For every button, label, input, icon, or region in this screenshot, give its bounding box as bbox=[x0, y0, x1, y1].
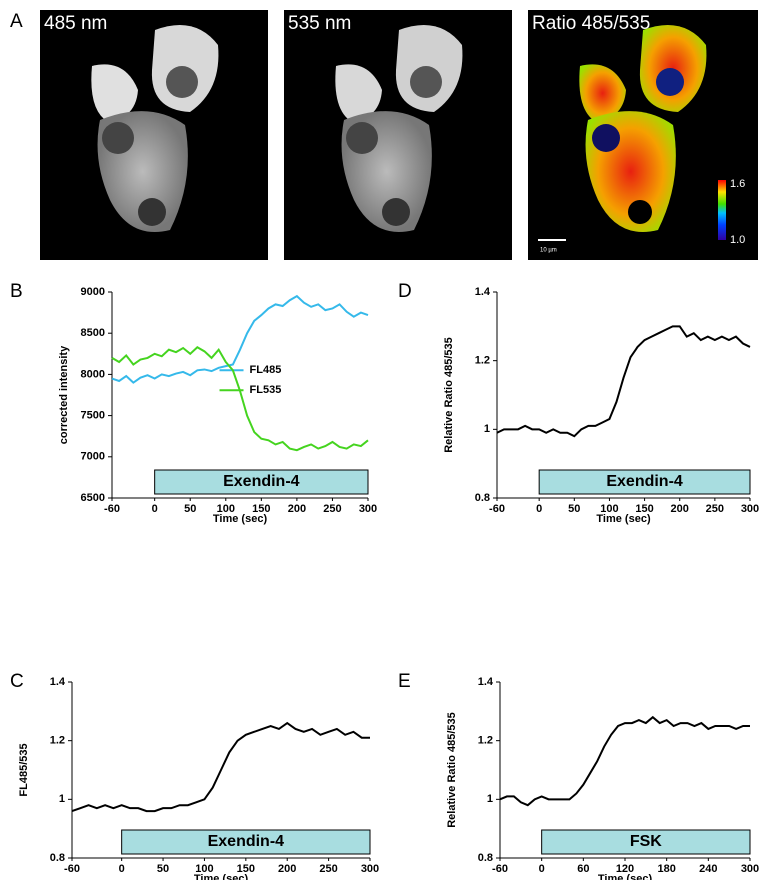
y-tick-label: 6500 bbox=[81, 492, 105, 504]
y-tick-label: 1.2 bbox=[50, 735, 65, 747]
x-axis-label: Time (sec) bbox=[596, 513, 651, 525]
x-tick-label: 180 bbox=[657, 863, 675, 875]
x-tick-label: 100 bbox=[195, 863, 213, 875]
stimulus-bar bbox=[154, 469, 369, 495]
y-tick-label: 0.8 bbox=[475, 492, 490, 504]
series-line bbox=[111, 294, 369, 384]
stimulus-bar bbox=[541, 829, 751, 855]
x-tick-label: 200 bbox=[288, 503, 306, 515]
x-tick-label: -60 bbox=[104, 503, 120, 515]
colorbar-min: 1.0 bbox=[730, 234, 745, 246]
stimulus-bar bbox=[538, 469, 751, 495]
x-tick-label: 0 bbox=[539, 863, 545, 875]
x-tick-label: 150 bbox=[252, 503, 270, 515]
series-line bbox=[71, 721, 370, 813]
y-tick-label: 8000 bbox=[81, 368, 105, 380]
y-tick-label: 1.4 bbox=[478, 676, 494, 688]
x-tick-label: 250 bbox=[706, 503, 724, 515]
x-tick-label: 250 bbox=[323, 503, 341, 515]
x-axis-label: Time (sec) bbox=[194, 873, 249, 880]
x-tick-label: 300 bbox=[361, 863, 379, 875]
y-tick-label: 0.8 bbox=[50, 852, 65, 864]
y-tick-label: 8500 bbox=[81, 327, 105, 339]
x-tick-label: 300 bbox=[741, 863, 759, 875]
x-tick-label: -60 bbox=[64, 863, 80, 875]
x-tick-label: 0 bbox=[119, 863, 125, 875]
legend-label: FL485 bbox=[250, 364, 282, 376]
x-tick-label: 300 bbox=[359, 503, 377, 515]
series-line bbox=[111, 345, 369, 452]
x-tick-label: 120 bbox=[616, 863, 634, 875]
stimulus-label: Exendin-4 bbox=[208, 833, 285, 850]
x-tick-label: 50 bbox=[184, 503, 196, 515]
y-tick-label: 7000 bbox=[81, 451, 105, 463]
y-tick-label: 1.2 bbox=[478, 735, 493, 747]
x-tick-label: 200 bbox=[671, 503, 689, 515]
y-tick-label: 9000 bbox=[81, 286, 105, 298]
y-axis-label: Relative Ratio 485/535 bbox=[443, 337, 455, 453]
y-tick-label: 0.8 bbox=[478, 852, 493, 864]
x-tick-label: 50 bbox=[568, 503, 580, 515]
image-title: 535 nm bbox=[288, 13, 351, 34]
stimulus-bar bbox=[121, 829, 371, 855]
x-tick-label: 250 bbox=[319, 863, 337, 875]
y-tick-label: 1 bbox=[484, 423, 490, 435]
image-title: Ratio 485/535 bbox=[532, 13, 650, 34]
x-tick-label: -60 bbox=[489, 503, 505, 515]
x-tick-label: 300 bbox=[741, 503, 759, 515]
panel-label: B bbox=[10, 281, 23, 302]
panel-label: A bbox=[10, 11, 23, 32]
y-axis-label: Relative Ratio 485/535 bbox=[446, 712, 458, 828]
y-tick-label: 1 bbox=[59, 793, 65, 805]
stimulus-label: Exendin-4 bbox=[223, 473, 300, 490]
x-tick-label: 0 bbox=[536, 503, 542, 515]
y-tick-label: 1.4 bbox=[475, 286, 491, 298]
x-tick-label: 150 bbox=[237, 863, 255, 875]
panel-label: D bbox=[398, 281, 412, 302]
stimulus-label: Exendin-4 bbox=[606, 473, 683, 490]
image-535: 535 nm bbox=[284, 10, 512, 260]
x-tick-label: -60 bbox=[492, 863, 508, 875]
series-line bbox=[499, 715, 750, 807]
x-axis-label: Time (sec) bbox=[213, 513, 268, 525]
y-tick-label: 1.2 bbox=[475, 355, 490, 367]
x-tick-label: 50 bbox=[157, 863, 169, 875]
image-title: 485 nm bbox=[44, 13, 107, 34]
colorbar-max: 1.6 bbox=[730, 178, 745, 190]
y-tick-label: 1 bbox=[487, 793, 493, 805]
y-axis-label: FL485/535 bbox=[18, 743, 30, 796]
x-tick-label: 100 bbox=[217, 503, 235, 515]
image-485: 485 nm bbox=[40, 10, 268, 260]
panel-label: E bbox=[398, 671, 411, 692]
x-axis-label: Time (sec) bbox=[598, 873, 653, 880]
x-tick-label: 150 bbox=[635, 503, 653, 515]
panel-label: C bbox=[10, 671, 24, 692]
x-tick-label: 60 bbox=[577, 863, 589, 875]
series-line bbox=[496, 325, 751, 438]
legend-label: FL535 bbox=[250, 384, 282, 396]
x-tick-label: 240 bbox=[699, 863, 717, 875]
y-tick-label: 7500 bbox=[81, 410, 105, 422]
scale-bar-label: 10 µm bbox=[540, 248, 557, 254]
image-ratio: Ratio 485/535 1.6 1.0 10 µm bbox=[528, 10, 758, 260]
x-tick-label: 100 bbox=[600, 503, 618, 515]
x-tick-label: 0 bbox=[152, 503, 158, 515]
x-tick-label: 200 bbox=[278, 863, 296, 875]
stimulus-label: FSK bbox=[630, 833, 662, 850]
y-tick-label: 1.4 bbox=[50, 676, 66, 688]
y-axis-label: corrected intensity bbox=[58, 345, 70, 444]
